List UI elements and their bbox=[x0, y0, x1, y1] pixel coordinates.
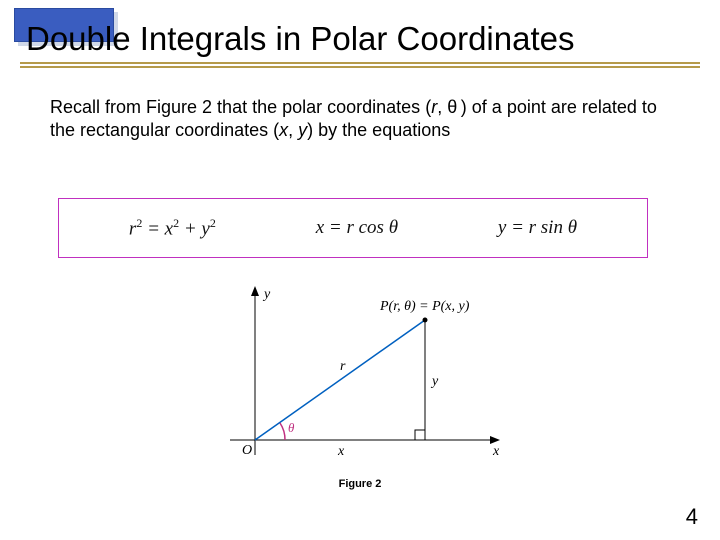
body-paragraph: Recall from Figure 2 that the polar coor… bbox=[50, 96, 670, 143]
right-angle-marker bbox=[415, 430, 425, 440]
body-prefix: Recall from Figure 2 that the polar coor… bbox=[50, 97, 431, 117]
figure-svg: y x O P(r, θ) = P(x, y) r x y θ bbox=[210, 280, 510, 475]
label-theta: θ bbox=[288, 420, 295, 435]
line-r bbox=[255, 320, 425, 440]
label-y-side: y bbox=[430, 374, 439, 389]
page-title: Double Integrals in Polar Coordinates bbox=[20, 20, 700, 60]
equation-3: y = r sin θ bbox=[498, 217, 577, 239]
var-y: y bbox=[298, 120, 307, 140]
x-axis-arrow bbox=[490, 436, 500, 444]
title-block: Double Integrals in Polar Coordinates bbox=[20, 20, 700, 68]
body-mid2: , bbox=[288, 120, 298, 140]
label-y-axis: y bbox=[262, 287, 271, 302]
label-x: x bbox=[337, 444, 345, 459]
equation-box: r2 = x2 + y2 x = r cos θ y = r sin θ bbox=[58, 198, 648, 258]
var-x: x bbox=[279, 120, 288, 140]
equation-1: r2 = x2 + y2 bbox=[129, 216, 216, 240]
eq1-mid2: + y bbox=[179, 218, 210, 239]
label-r: r bbox=[340, 359, 346, 374]
label-x-axis: x bbox=[492, 444, 500, 459]
page-number: 4 bbox=[686, 504, 698, 530]
label-point: P(r, θ) = P(x, y) bbox=[379, 299, 470, 314]
figure-2: y x O P(r, θ) = P(x, y) r x y θ bbox=[210, 280, 510, 475]
eq1-sup3: 2 bbox=[210, 216, 216, 230]
point-dot bbox=[423, 318, 428, 323]
equation-2: x = r cos θ bbox=[316, 217, 398, 239]
eq1-mid: = x bbox=[142, 218, 173, 239]
angle-arc bbox=[280, 423, 285, 440]
label-origin: O bbox=[242, 443, 252, 458]
y-axis-arrow bbox=[251, 286, 259, 296]
body-suffix: ) by the equations bbox=[307, 120, 450, 140]
title-underline bbox=[20, 62, 700, 68]
figure-caption: Figure 2 bbox=[0, 478, 720, 490]
